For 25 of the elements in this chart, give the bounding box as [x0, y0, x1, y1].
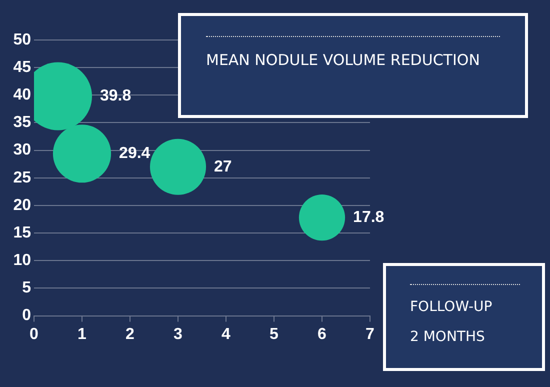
- y-tick-label: 35: [13, 114, 32, 132]
- y-tick-label: 0: [22, 307, 32, 324]
- x-tick-label: 2: [126, 326, 135, 343]
- text: 2 MONTHS: [410, 329, 486, 345]
- y-tick-label: 45: [13, 58, 32, 76]
- y-tick-label: 5: [22, 280, 32, 297]
- data-label: 17.8: [353, 209, 384, 226]
- x-tick-label: 1: [78, 326, 87, 343]
- x-tick-label: 7: [366, 326, 375, 343]
- y-tick-label: 30: [13, 142, 32, 159]
- y-tick-label: 15: [13, 224, 32, 242]
- x-tick-label: 3: [174, 326, 183, 343]
- y-tick-label: 10: [13, 252, 32, 270]
- y-tick-label: 25: [13, 169, 32, 186]
- x-tick-label: 4: [222, 326, 231, 343]
- y-tick-label: 20: [13, 196, 32, 214]
- text: FOLLOW-UP: [410, 299, 494, 315]
- text: MEAN NODULE VOLUME REDUCTION: [206, 51, 481, 69]
- data-label: 39.8: [100, 88, 132, 105]
- data-label: 29.4: [119, 145, 150, 162]
- y-tick-label: 50: [13, 31, 32, 48]
- x-tick-label: 5: [270, 326, 279, 343]
- data-label: 27: [214, 158, 232, 176]
- x-tick-label: 6: [318, 326, 327, 343]
- y-tick-label: 40: [13, 86, 32, 104]
